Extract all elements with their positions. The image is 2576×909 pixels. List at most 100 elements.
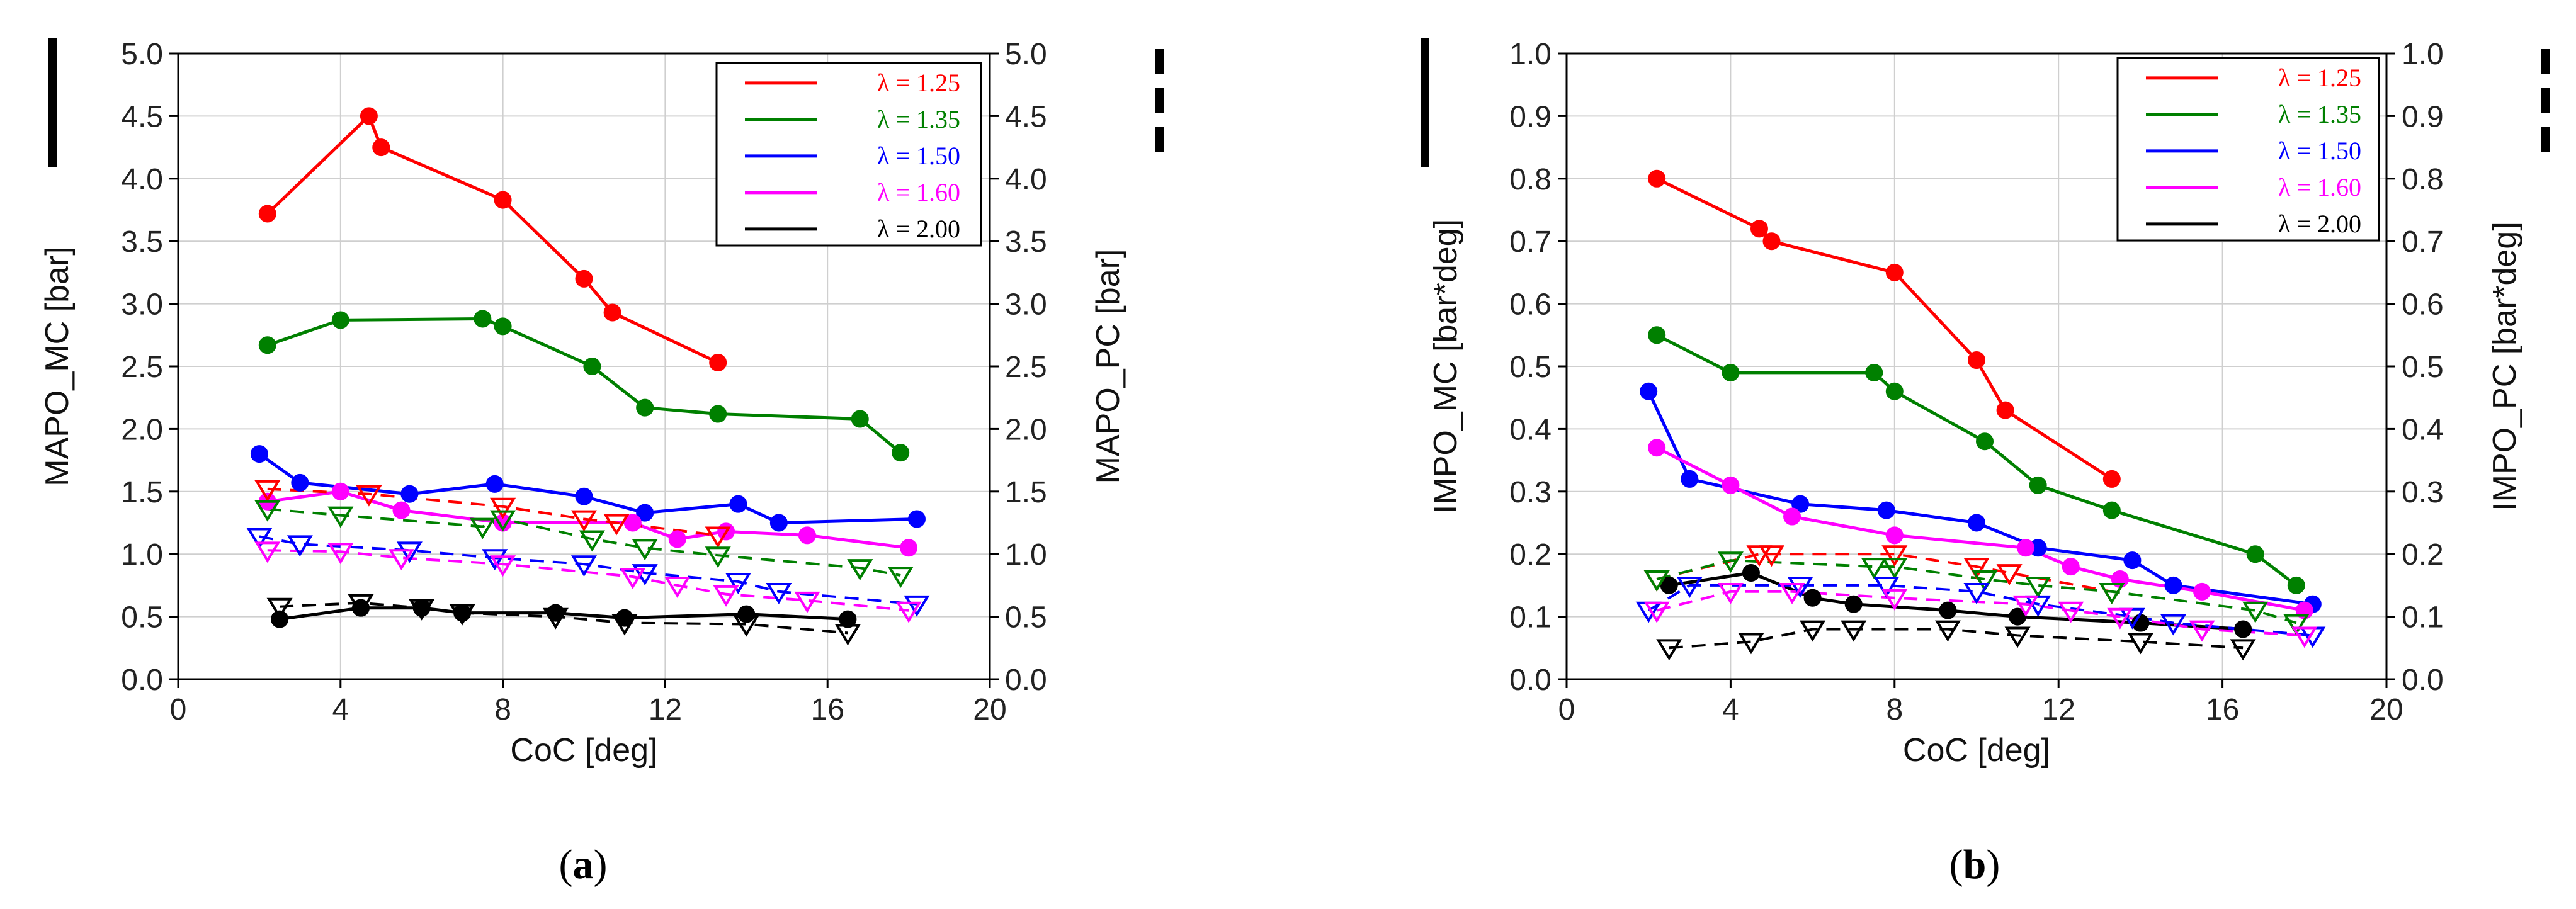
- data-point: [798, 526, 816, 545]
- data-point-triangle: [1800, 620, 1826, 642]
- data-point-triangle: [2025, 577, 2051, 598]
- y-tick-label-left: 4.0: [121, 163, 163, 196]
- legend-label: λ = 1.60: [877, 178, 960, 206]
- legend-label: λ = 2.00: [877, 215, 960, 243]
- data-point: [494, 191, 512, 209]
- legend-label: λ = 1.35: [2278, 100, 2361, 128]
- y-tick-label-left: 0.6: [1509, 288, 1552, 322]
- y-tick-label-right: 0.5: [1005, 601, 1047, 635]
- data-point-triangle: [887, 567, 914, 589]
- panel-label-part: ): [1986, 842, 2000, 888]
- data-point-triangle: [1787, 577, 1813, 598]
- data-point-triangle: [1996, 564, 2023, 586]
- series-line: [259, 535, 917, 606]
- x-tick-label: 12: [649, 693, 682, 726]
- data-point-triangle: [1738, 633, 1764, 655]
- data-point-triangle: [1881, 589, 1908, 611]
- data-point-triangle: [469, 517, 496, 539]
- data-point: [474, 310, 492, 328]
- data-point: [636, 504, 654, 522]
- data-point: [2123, 551, 2142, 570]
- legend-label: λ = 1.50: [2278, 137, 2361, 165]
- data-point-triangle: [1643, 570, 1670, 592]
- y-tick-label-left: 0.0: [1509, 663, 1552, 697]
- data-point: [2062, 558, 2080, 576]
- panel-label-part: (: [1949, 842, 1963, 888]
- data-point: [1877, 501, 1895, 519]
- y-tick-label-left: 5.0: [121, 38, 163, 71]
- y-tick-label-right: 2.5: [1005, 351, 1047, 384]
- data-point: [2193, 582, 2211, 601]
- data-point: [2287, 576, 2305, 594]
- data-point-triangle: [2099, 582, 2125, 604]
- legend-label: λ = 1.50: [877, 142, 960, 170]
- data-point: [1885, 263, 1904, 281]
- data-point: [1648, 326, 1666, 344]
- panel-label-part: a: [573, 842, 594, 888]
- data-point: [709, 354, 727, 372]
- y-tick-label-right: 0.6: [2402, 288, 2444, 322]
- panel-label-part: (: [559, 842, 573, 888]
- data-point-triangle: [705, 526, 731, 548]
- y-tick-label-left: 4.5: [121, 100, 163, 133]
- data-point-triangle: [482, 549, 508, 571]
- data-point: [372, 138, 390, 157]
- data-point: [603, 303, 621, 322]
- data-point-triangle: [1643, 601, 1670, 623]
- x-tick-label: 16: [2206, 693, 2239, 726]
- data-point: [907, 510, 926, 528]
- data-point-triangle: [2189, 620, 2215, 642]
- data-point: [729, 495, 747, 513]
- y-tick-label-left: 1.5: [121, 476, 163, 509]
- data-point: [2102, 501, 2121, 519]
- data-point: [668, 530, 686, 548]
- data-point-triangle: [1717, 582, 1744, 604]
- x-tick-label: 0: [1558, 693, 1575, 726]
- y-tick-label-right: 5.0: [1005, 38, 1047, 71]
- data-point-triangle: [409, 599, 435, 621]
- data-point: [1996, 401, 2014, 419]
- y-tick-label-left: 0.7: [1509, 225, 1552, 259]
- y-tick-label-left: 1.0: [1509, 38, 1552, 71]
- y-tick-label-right: 4.0: [1005, 163, 1047, 196]
- data-point-triangle: [611, 614, 638, 636]
- series-line: [267, 507, 901, 577]
- series-line: [279, 606, 848, 621]
- data-point: [1640, 382, 1658, 400]
- data-point: [2246, 545, 2264, 563]
- data-point-triangle: [490, 497, 516, 519]
- y-tick-label-left: 0.3: [1509, 476, 1552, 509]
- y-tick-label-left: 0.5: [1509, 351, 1552, 384]
- y-tick-label-right: 2.0: [1005, 413, 1047, 446]
- data-point-triangle: [2291, 626, 2318, 648]
- data-point: [485, 475, 504, 493]
- data-point-triangle: [1746, 545, 1773, 567]
- series-line: [267, 549, 909, 612]
- chart-panel-2: 0 4 8 12 16 200.0 0.00.1 0.10.2 0.20.3 0.30.4 0.40…: [1421, 38, 2550, 888]
- legend-box: [715, 62, 982, 247]
- data-point-triangle: [2107, 607, 2133, 630]
- data-point-triangle: [1841, 620, 1867, 642]
- data-point-triangle: [1934, 620, 1961, 642]
- panel-label: (b): [1949, 842, 2000, 888]
- panel-label-part: b: [1963, 842, 1987, 888]
- data-point-triangle: [1972, 570, 1998, 592]
- data-point: [583, 358, 601, 375]
- data-point: [1722, 363, 1740, 381]
- data-point-triangle: [254, 480, 281, 502]
- data-point-triangle: [766, 582, 792, 604]
- data-point: [636, 398, 654, 417]
- y-tick-label-right: 3.0: [1005, 288, 1047, 322]
- data-point: [1939, 601, 1957, 619]
- data-point-triangle: [904, 595, 930, 617]
- y-tick-label-left: 0.9: [1509, 100, 1552, 133]
- data-point-triangle: [246, 528, 273, 550]
- data-point-triangle: [388, 549, 415, 571]
- x-axis-label: CoC [deg]: [510, 732, 657, 769]
- y-tick-label-left: 0.5: [121, 601, 163, 635]
- series-layer: [1635, 169, 2326, 661]
- data-point: [360, 107, 378, 125]
- x-tick-label: 12: [2042, 693, 2075, 726]
- data-point-triangle: [713, 585, 739, 607]
- data-point: [494, 317, 512, 336]
